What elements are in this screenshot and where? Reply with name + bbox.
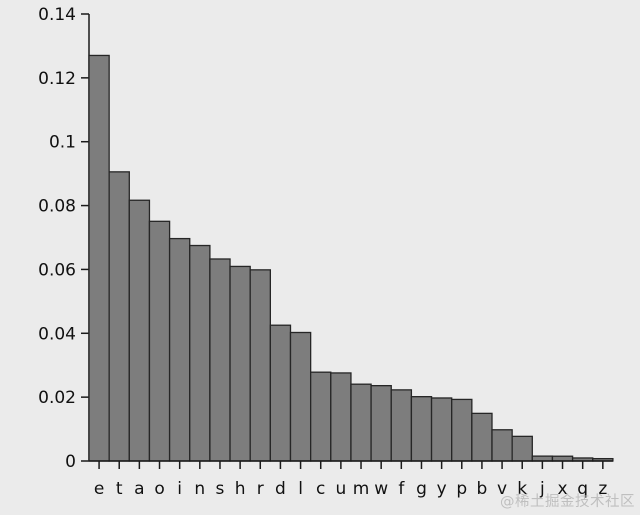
watermark: @稀土掘金技术社区 [500,494,635,510]
x-tick-label-x: x [557,479,567,499]
bar-s [209,258,231,462]
y-tick-label: 0.14 [38,5,76,25]
x-tick-label-k: k [517,479,527,499]
y-tick-label: 0.1 [49,133,76,153]
bar-v [491,429,513,462]
bar-d [269,324,292,462]
bar-h [229,265,251,462]
x-tick-label-w: w [374,479,388,499]
bar-b [471,412,493,462]
x-tick-label-u: u [335,479,346,499]
x-tick-label-g: g [416,479,427,499]
x-tick-label-n: n [194,479,205,499]
bar-e [88,54,110,462]
bar-k [511,435,533,462]
y-tick-label: 0.02 [38,388,76,408]
bar-r [249,269,271,462]
x-tick-label-v: v [497,479,507,499]
x-tick-label-b: b [477,479,488,499]
x-tick-label-m: m [353,479,370,499]
bar-y [430,397,453,462]
x-tick-label-l: l [298,479,303,499]
x-tick-label-r: r [257,479,264,499]
x-tick-label-d: d [275,479,286,499]
y-tick-label: 0.12 [38,69,76,89]
x-tick-label-s: s [216,479,225,499]
bar-m [350,383,372,462]
bar-f [390,389,413,462]
bar-g [410,396,433,462]
bar-n [189,244,211,462]
bar-c [309,371,332,462]
y-tick-label: 0.08 [38,197,76,217]
x-tick-label-t: t [116,479,123,499]
y-tick-label: 0 [65,452,76,472]
x-tick-label-q: q [577,479,588,499]
x-tick-label-h: h [235,479,246,499]
x-tick-label-o: o [154,479,164,499]
bar-t [108,171,130,462]
x-tick-label-f: f [398,479,405,499]
bar-p [451,398,473,462]
bar-i [168,237,191,462]
bar-l [289,331,312,462]
bar-u [330,372,352,462]
x-tick-label-a: a [134,479,144,499]
y-tick-label: 0.04 [38,324,76,344]
x-tick-label-c: c [316,479,325,499]
x-tick-label-z: z [598,479,607,499]
x-tick-label-y: y [437,479,447,499]
x-tick-label-i: i [177,479,182,499]
bar-a [128,199,151,462]
x-tick-label-p: p [456,479,467,499]
bar-w [370,384,392,462]
bar-o [148,220,171,462]
x-tick-label-e: e [94,479,104,499]
x-tick-label-j: j [539,479,545,499]
y-tick-label: 0.06 [38,260,76,280]
